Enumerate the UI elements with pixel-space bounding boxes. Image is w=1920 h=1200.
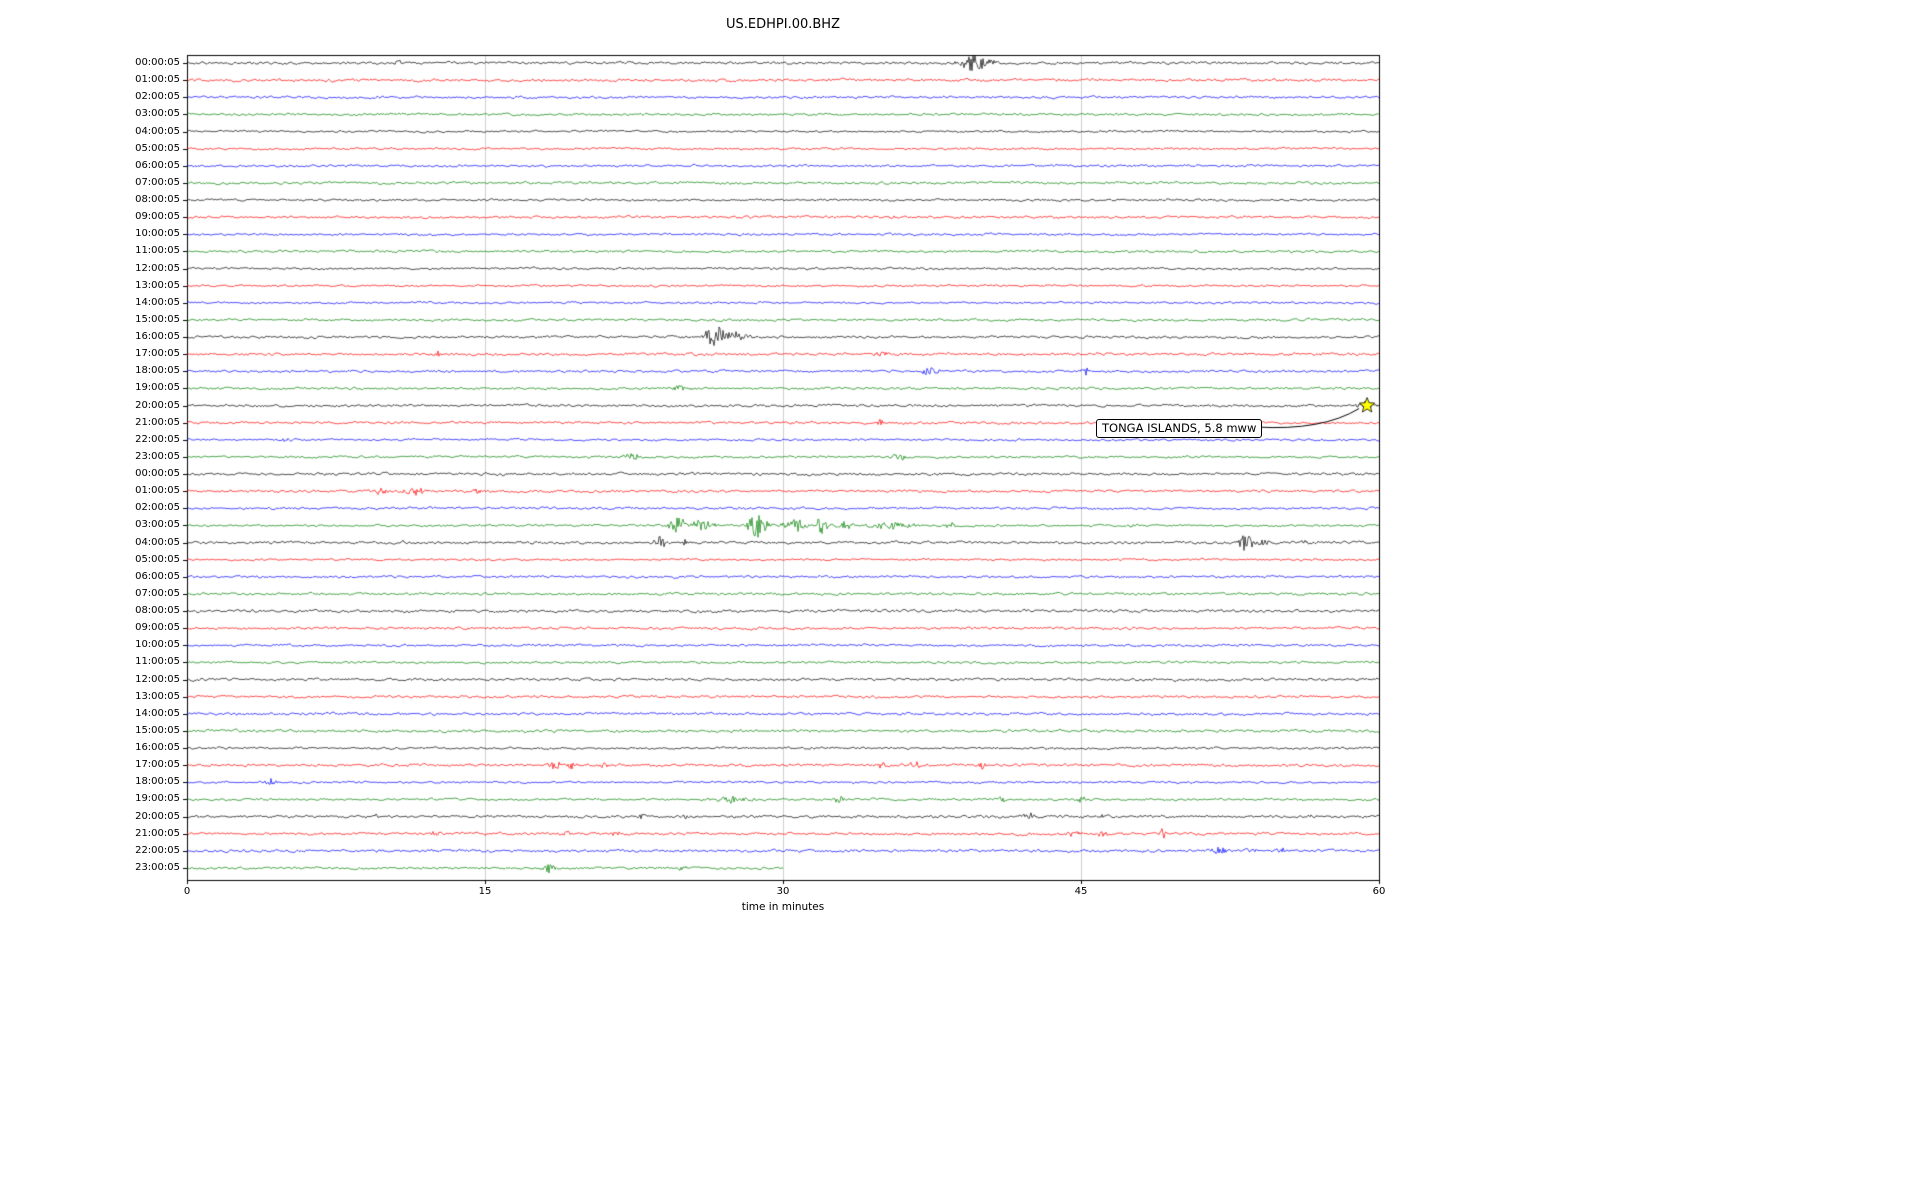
trace-time-label: 13:00:05 <box>135 690 180 702</box>
trace-time-label: 13:00:05 <box>135 279 180 291</box>
trace-time-label: 03:00:05 <box>135 108 180 120</box>
x-tick-label: 15 <box>478 886 492 897</box>
trace-time-label: 22:00:05 <box>135 844 180 856</box>
trace-time-label: 17:00:05 <box>135 759 180 771</box>
trace-time-label: 01:00:05 <box>135 74 180 86</box>
trace-time-label: 04:00:05 <box>135 536 180 548</box>
trace-time-label: 10:00:05 <box>135 639 180 651</box>
trace-time-label: 00:00:05 <box>135 468 180 480</box>
trace-time-label: 09:00:05 <box>135 211 180 223</box>
trace-time-label: 16:00:05 <box>135 742 180 754</box>
trace-time-label: 12:00:05 <box>135 673 180 685</box>
x-tick-label: 0 <box>183 886 191 897</box>
x-axis-label: time in minutes <box>741 901 825 913</box>
trace-time-label: 11:00:05 <box>135 656 180 668</box>
x-tick-label: 45 <box>1074 886 1088 897</box>
trace-time-label: 21:00:05 <box>135 416 180 428</box>
trace-time-label: 14:00:05 <box>135 296 180 308</box>
trace-time-label: 14:00:05 <box>135 707 180 719</box>
trace-time-label: 06:00:05 <box>135 159 180 171</box>
trace-time-label: 18:00:05 <box>135 365 180 377</box>
trace-time-label: 05:00:05 <box>135 553 180 565</box>
trace-time-label: 12:00:05 <box>135 262 180 274</box>
trace-time-label: 23:00:05 <box>135 450 180 462</box>
trace-time-label: 11:00:05 <box>135 245 180 257</box>
trace-time-label: 19:00:05 <box>135 382 180 394</box>
trace-time-label: 07:00:05 <box>135 587 180 599</box>
trace-time-label: 17:00:05 <box>135 348 180 360</box>
trace-time-label: 15:00:05 <box>135 724 180 736</box>
chart-title: US.EDHPI.00.BHZ <box>726 17 840 32</box>
trace-time-label: 15:00:05 <box>135 313 180 325</box>
trace-time-label: 08:00:05 <box>135 605 180 617</box>
event-annotation-text: TONGA ISLANDS, 5.8 mww <box>1102 421 1257 435</box>
trace-time-label: 01:00:05 <box>135 485 180 497</box>
trace-time-label: 02:00:05 <box>135 502 180 514</box>
trace-time-label: 21:00:05 <box>135 827 180 839</box>
trace-time-label: 22:00:05 <box>135 433 180 445</box>
trace-time-label: 06:00:05 <box>135 570 180 582</box>
event-annotation: TONGA ISLANDS, 5.8 mww <box>1096 419 1263 438</box>
trace-time-label: 07:00:05 <box>135 176 180 188</box>
x-tick-label: 60 <box>1372 886 1386 897</box>
trace-time-label: 05:00:05 <box>135 142 180 154</box>
trace-time-label: 20:00:05 <box>135 399 180 411</box>
trace-time-label: 04:00:05 <box>135 125 180 137</box>
trace-time-label: 09:00:05 <box>135 622 180 634</box>
trace-time-label: 23:00:05 <box>135 862 180 873</box>
trace-time-label: 18:00:05 <box>135 776 180 788</box>
trace-time-label: 02:00:05 <box>135 91 180 103</box>
trace-time-label: 10:00:05 <box>135 228 180 240</box>
trace-time-label: 08:00:05 <box>135 194 180 206</box>
trace-time-label: 19:00:05 <box>135 793 180 805</box>
trace-time-label: 03:00:05 <box>135 519 180 531</box>
trace-time-label: 00:00:05 <box>135 57 180 68</box>
x-tick-label: 30 <box>776 886 790 897</box>
trace-time-label: 16:00:05 <box>135 331 180 343</box>
trace-time-label: 20:00:05 <box>135 810 180 822</box>
